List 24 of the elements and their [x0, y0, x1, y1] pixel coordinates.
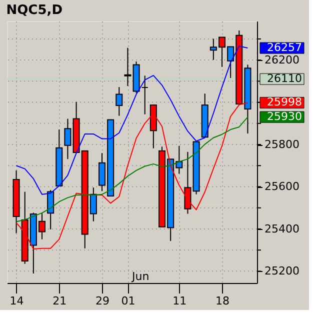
data-label: 26257: [267, 41, 302, 54]
x-tick-label: 01: [121, 294, 136, 308]
y-tick-label: 25600: [264, 180, 300, 194]
x-tick-label: 11: [172, 294, 187, 308]
data-label: 25998: [267, 96, 302, 109]
chart-title: NQC5,D: [6, 3, 63, 18]
x-tick-label: 14: [10, 294, 24, 308]
candlestick: [124, 47, 132, 87]
y-tick-label: 26200: [264, 54, 300, 67]
candlestick: [116, 86, 123, 116]
ref-line-label: 26110: [267, 72, 302, 86]
y-tick-label: 25800: [264, 138, 300, 152]
candlestick: [64, 118, 72, 160]
x-tick-label: 21: [52, 294, 67, 308]
candlestick: [47, 190, 54, 230]
y-tick-label: 25200: [264, 264, 300, 278]
line-series: [16, 116, 248, 222]
annotation: Jun: [131, 270, 150, 283]
y-tick-label: 25400: [264, 222, 300, 236]
data-label: 25930: [267, 110, 302, 124]
x-tick-label: 18: [216, 294, 230, 308]
candlestick: [141, 75, 148, 115]
x-tick-label: 29: [96, 294, 110, 308]
candlestick: [184, 151, 192, 214]
